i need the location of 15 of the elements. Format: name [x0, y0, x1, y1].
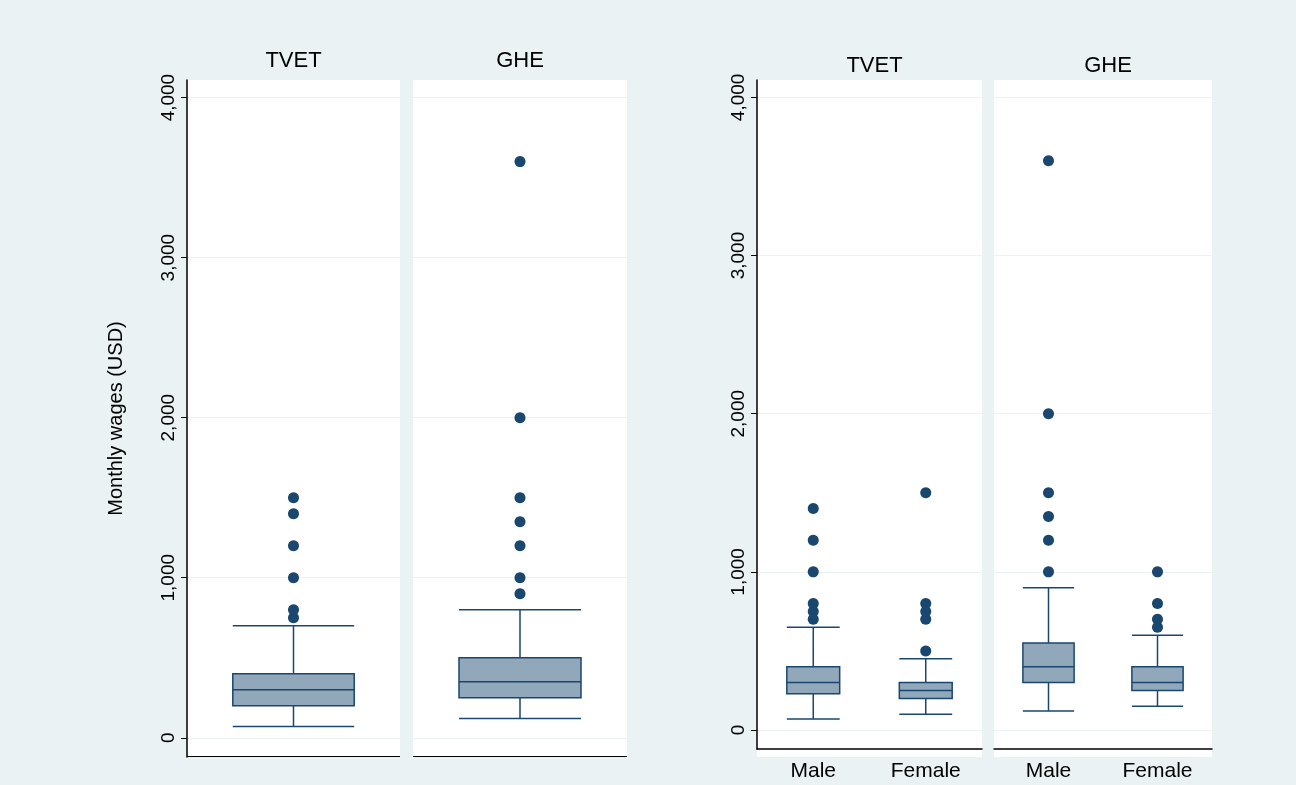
y-tick-label: 2,000 — [727, 389, 748, 438]
y-tick-label: 1,000 — [727, 548, 748, 596]
x-tick-label: Female — [1122, 758, 1193, 781]
x-tick-label: Male — [790, 758, 837, 781]
y-tick-label: 4,000 — [727, 73, 748, 122]
y-tick-label: 0 — [727, 724, 748, 736]
y-tick-label: 0 — [157, 732, 178, 744]
y-axis-title: Monthly wages (USD) — [104, 321, 126, 516]
x-tick-label: Female — [890, 758, 961, 781]
y-tick-label: 1,000 — [157, 553, 178, 602]
x-tick-label: Male — [1025, 758, 1072, 781]
y-tick-label: 2,000 — [157, 393, 178, 442]
y-tick-label: 4,000 — [157, 73, 178, 122]
y-tick-label: 3,000 — [727, 231, 748, 280]
y-tick-label: 3,000 — [157, 233, 178, 282]
